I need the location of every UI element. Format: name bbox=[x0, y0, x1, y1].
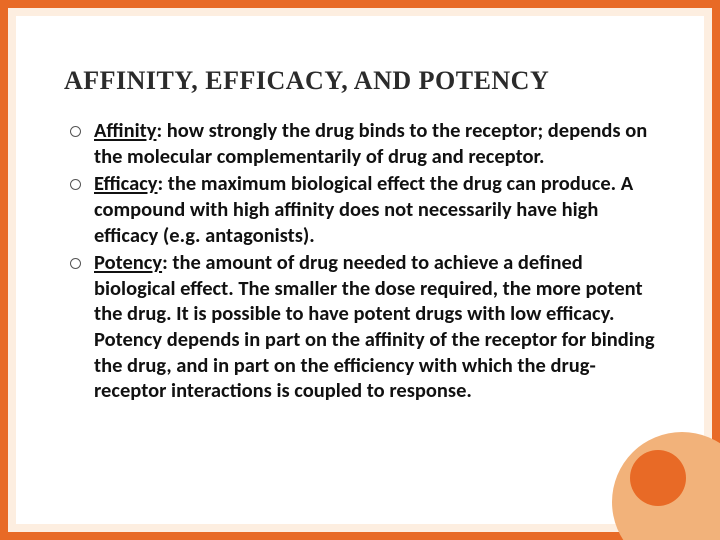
slide-content: AFFINITY, EFFICACY, AND POTENCY Affinity… bbox=[16, 16, 704, 524]
term-label: Potency bbox=[94, 249, 162, 275]
term-label: Affinity bbox=[94, 117, 156, 143]
list-item: Potency: the amount of drug needed to ac… bbox=[64, 250, 656, 404]
term-text: : the amount of drug needed to achieve a… bbox=[94, 249, 655, 403]
list-item: Efficacy: the maximum biological effect … bbox=[64, 171, 656, 248]
term-text: : the maximum biological effect the drug… bbox=[94, 170, 633, 247]
slide-inner-border: AFFINITY, EFFICACY, AND POTENCY Affinity… bbox=[8, 8, 712, 532]
bullet-list: Affinity: how strongly the drug binds to… bbox=[64, 118, 656, 404]
list-item: Affinity: how strongly the drug binds to… bbox=[64, 118, 656, 169]
slide-title: AFFINITY, EFFICACY, AND POTENCY bbox=[64, 66, 656, 96]
term-text: : how strongly the drug binds to the rec… bbox=[94, 117, 647, 169]
slide: AFFINITY, EFFICACY, AND POTENCY Affinity… bbox=[0, 0, 720, 540]
term-label: Efficacy bbox=[94, 170, 158, 196]
decor-circle-small bbox=[630, 450, 686, 506]
